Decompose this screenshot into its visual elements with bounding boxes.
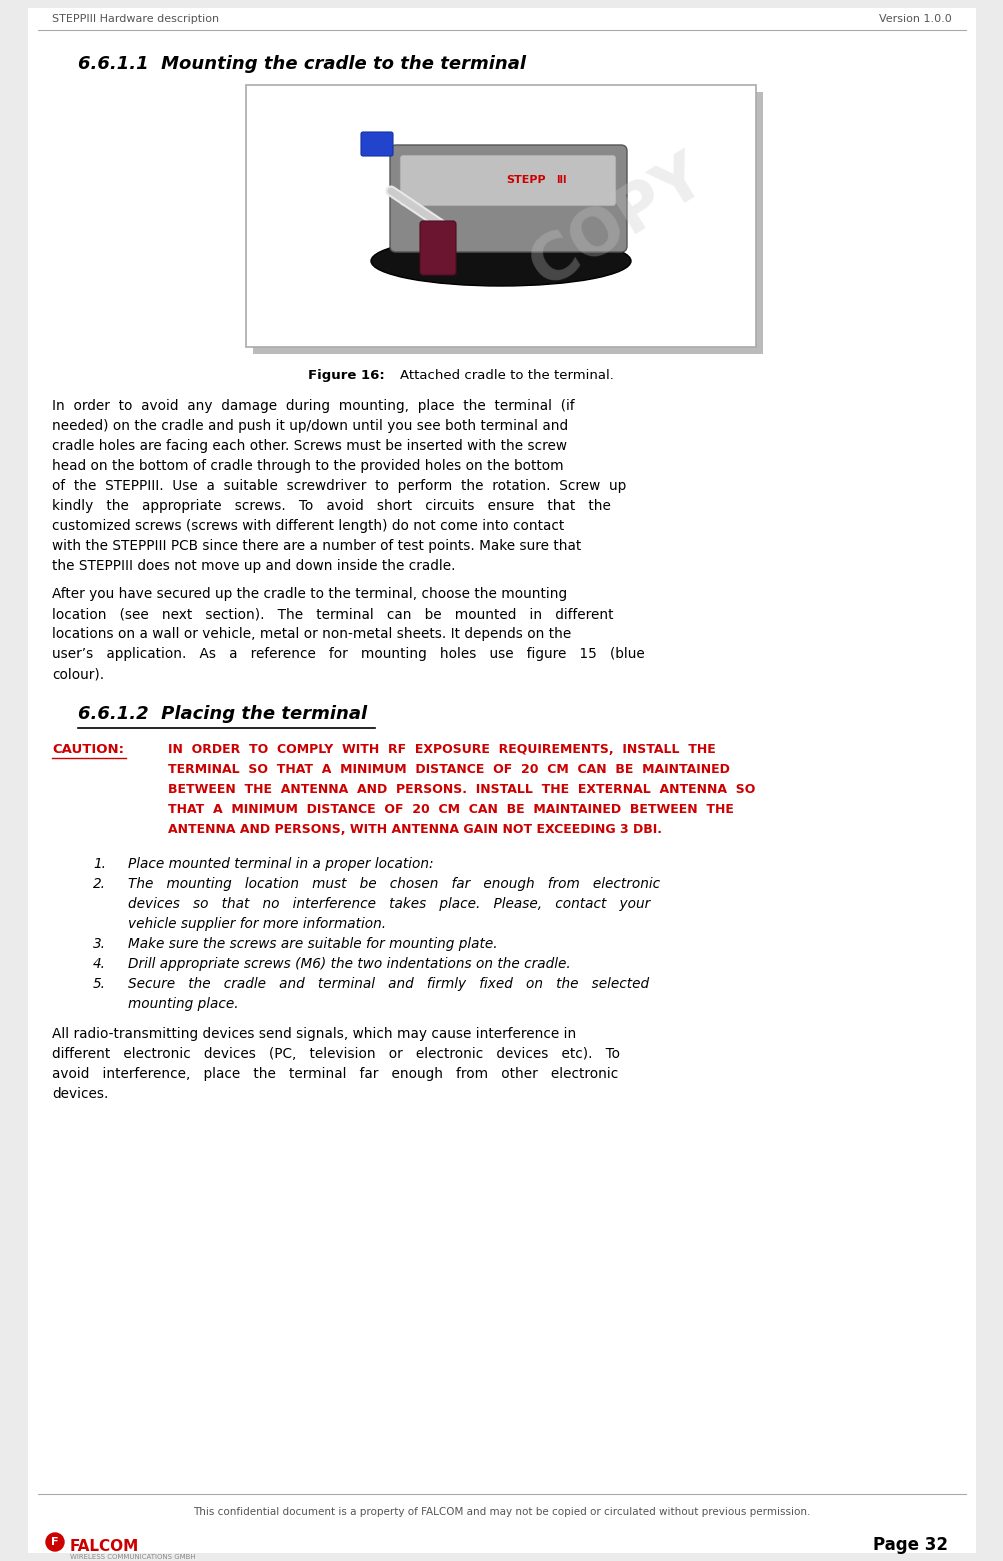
Text: different   electronic   devices   (PC,   television   or   electronic   devices: different electronic devices (PC, televi… bbox=[52, 1047, 620, 1061]
Text: This confidential document is a property of FALCOM and may not be copied or circ: This confidential document is a property… bbox=[194, 1506, 809, 1517]
Text: 2.: 2. bbox=[93, 877, 106, 891]
FancyBboxPatch shape bbox=[28, 8, 975, 1553]
FancyBboxPatch shape bbox=[253, 92, 762, 354]
Text: devices   so   that   no   interference   takes   place.   Please,   contact   y: devices so that no interference takes pl… bbox=[127, 898, 650, 912]
Text: Page 32: Page 32 bbox=[873, 1536, 947, 1555]
Text: WIRELESS COMMUNICATIONS GMBH: WIRELESS COMMUNICATIONS GMBH bbox=[70, 1555, 196, 1559]
Text: 5.: 5. bbox=[93, 977, 106, 991]
Text: Secure   the   cradle   and   terminal   and   firmly   fixed   on   the   selec: Secure the cradle and terminal and firml… bbox=[127, 977, 649, 991]
Text: F: F bbox=[51, 1538, 59, 1547]
Text: location   (see   next   section).   The   terminal   can   be   mounted   in   : location (see next section). The termina… bbox=[52, 607, 613, 621]
Text: user’s   application.   As   a   reference   for   mounting   holes   use   figu: user’s application. As a reference for m… bbox=[52, 646, 644, 660]
Text: After you have secured up the cradle to the terminal, choose the mounting: After you have secured up the cradle to … bbox=[52, 587, 567, 601]
Text: TERMINAL  SO  THAT  A  MINIMUM  DISTANCE  OF  20  CM  CAN  BE  MAINTAINED: TERMINAL SO THAT A MINIMUM DISTANCE OF 2… bbox=[168, 763, 729, 776]
FancyBboxPatch shape bbox=[389, 145, 627, 251]
Text: cradle holes are facing each other. Screws must be inserted with the screw: cradle holes are facing each other. Scre… bbox=[52, 439, 567, 453]
Text: 6.6.1.1  Mounting the cradle to the terminal: 6.6.1.1 Mounting the cradle to the termi… bbox=[78, 55, 526, 73]
Text: III: III bbox=[556, 175, 566, 186]
Circle shape bbox=[46, 1533, 64, 1552]
Text: IN  ORDER  TO  COMPLY  WITH  RF  EXPOSURE  REQUIREMENTS,  INSTALL  THE: IN ORDER TO COMPLY WITH RF EXPOSURE REQU… bbox=[168, 743, 715, 756]
Text: of  the  STEPPIII.  Use  a  suitable  screwdriver  to  perform  the  rotation.  : of the STEPPIII. Use a suitable screwdri… bbox=[52, 479, 626, 493]
Text: COPY: COPY bbox=[519, 144, 716, 300]
Text: 6.6.1.2  Placing the terminal: 6.6.1.2 Placing the terminal bbox=[78, 706, 367, 723]
Text: head on the bottom of cradle through to the provided holes on the bottom: head on the bottom of cradle through to … bbox=[52, 459, 563, 473]
Text: STEPPIII Hardware description: STEPPIII Hardware description bbox=[52, 14, 219, 23]
Text: mounting place.: mounting place. bbox=[127, 997, 239, 1012]
FancyBboxPatch shape bbox=[419, 222, 455, 275]
Text: kindly   the   appropriate   screws.   To   avoid   short   circuits   ensure   : kindly the appropriate screws. To avoid … bbox=[52, 500, 610, 514]
Text: ANTENNA AND PERSONS, WITH ANTENNA GAIN NOT EXCEEDING 3 DBI.: ANTENNA AND PERSONS, WITH ANTENNA GAIN N… bbox=[168, 823, 661, 837]
Text: colour).: colour). bbox=[52, 667, 104, 681]
Text: CAUTION:: CAUTION: bbox=[52, 743, 124, 756]
Text: 4.: 4. bbox=[93, 957, 106, 971]
Text: Drill appropriate screws (M6) the two indentations on the cradle.: Drill appropriate screws (M6) the two in… bbox=[127, 957, 570, 971]
Text: needed) on the cradle and push it up/down until you see both terminal and: needed) on the cradle and push it up/dow… bbox=[52, 418, 568, 432]
Text: devices.: devices. bbox=[52, 1086, 108, 1101]
Text: Figure 16:: Figure 16: bbox=[308, 368, 384, 382]
Text: Place mounted terminal in a proper location:: Place mounted terminal in a proper locat… bbox=[127, 857, 433, 871]
Text: Attached cradle to the terminal.: Attached cradle to the terminal. bbox=[399, 368, 613, 382]
Text: FALCOM: FALCOM bbox=[70, 1539, 139, 1555]
Text: the STEPPIII does not move up and down inside the cradle.: the STEPPIII does not move up and down i… bbox=[52, 559, 455, 573]
Text: customized screws (screws with different length) do not come into contact: customized screws (screws with different… bbox=[52, 518, 564, 532]
Text: locations on a wall or vehicle, metal or non-metal sheets. It depends on the: locations on a wall or vehicle, metal or… bbox=[52, 628, 571, 642]
FancyBboxPatch shape bbox=[361, 133, 392, 156]
Text: vehicle supplier for more information.: vehicle supplier for more information. bbox=[127, 916, 386, 930]
Text: BETWEEN  THE  ANTENNA  AND  PERSONS.  INSTALL  THE  EXTERNAL  ANTENNA  SO: BETWEEN THE ANTENNA AND PERSONS. INSTALL… bbox=[168, 784, 754, 796]
FancyBboxPatch shape bbox=[246, 84, 755, 347]
Text: All radio-transmitting devices send signals, which may cause interference in: All radio-transmitting devices send sign… bbox=[52, 1027, 576, 1041]
Text: STEPP: STEPP bbox=[506, 175, 546, 186]
Text: Make sure the screws are suitable for mounting plate.: Make sure the screws are suitable for mo… bbox=[127, 937, 497, 951]
Text: In  order  to  avoid  any  damage  during  mounting,  place  the  terminal  (if: In order to avoid any damage during moun… bbox=[52, 400, 574, 414]
Text: 1.: 1. bbox=[93, 857, 106, 871]
Text: The   mounting   location   must   be   chosen   far   enough   from   electroni: The mounting location must be chosen far… bbox=[127, 877, 659, 891]
Text: Version 1.0.0: Version 1.0.0 bbox=[879, 14, 951, 23]
Text: THAT  A  MINIMUM  DISTANCE  OF  20  CM  CAN  BE  MAINTAINED  BETWEEN  THE: THAT A MINIMUM DISTANCE OF 20 CM CAN BE … bbox=[168, 802, 733, 816]
Ellipse shape bbox=[371, 236, 630, 286]
Text: avoid   interference,   place   the   terminal   far   enough   from   other   e: avoid interference, place the terminal f… bbox=[52, 1068, 618, 1082]
Text: with the STEPPIII PCB since there are a number of test points. Make sure that: with the STEPPIII PCB since there are a … bbox=[52, 539, 581, 553]
Text: 3.: 3. bbox=[93, 937, 106, 951]
FancyBboxPatch shape bbox=[399, 155, 616, 206]
